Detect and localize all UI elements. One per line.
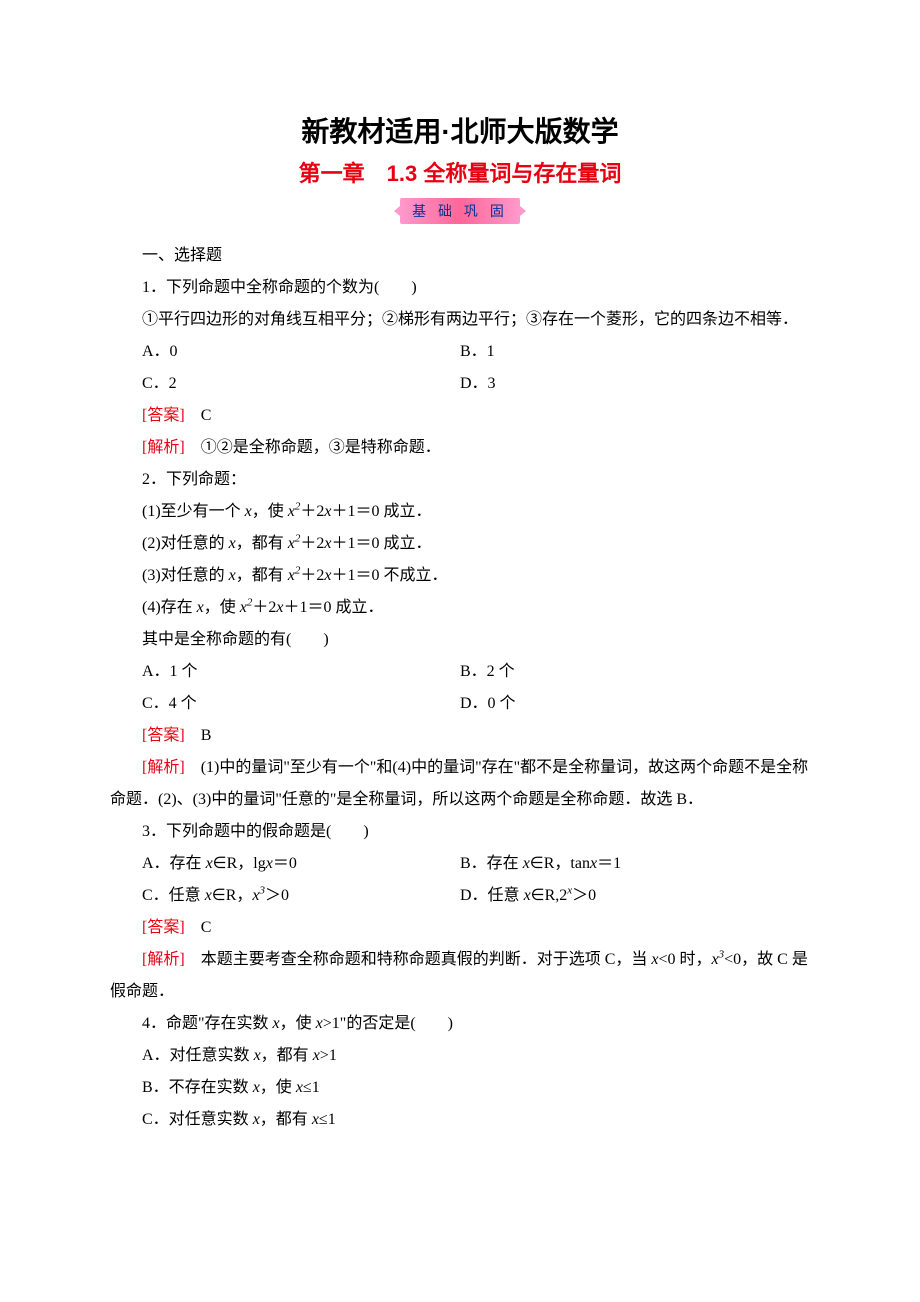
q1-analysis-text: ①②是全称命题，③是特称命题．	[201, 439, 441, 456]
q2-l2: (2)对任意的 x，都有 x2＋2x＋1＝0 成立．	[110, 528, 810, 560]
answer-label: [答案]	[142, 407, 185, 424]
q2-answer-value: B	[201, 727, 212, 744]
q2-analysis-text: (1)中的量词"至少有一个"和(4)中的量词"存在"都不是全称量词，故这两个命题…	[110, 759, 808, 808]
q2-stem: 2．下列命题：	[110, 464, 810, 496]
section-heading: 一、选择题	[110, 240, 810, 272]
q2-l2-c: ＝0 成立．	[356, 535, 432, 552]
q1-opt-d: D．3	[460, 368, 810, 400]
answer-label: [答案]	[142, 919, 185, 936]
q2-answer: [答案] B	[110, 720, 810, 752]
q2-l2-b: ，都有	[236, 535, 288, 552]
page: 新教材适用·北师大版数学 第一章 1.3 全称量词与存在量词 基 础 巩 固 一…	[0, 0, 920, 1196]
q4-opt-a: A．对任意实数 x，都有 x>1	[110, 1040, 810, 1072]
q2-analysis: [解析] (1)中的量词"至少有一个"和(4)中的量词"存在"都不是全称量词，故…	[110, 752, 810, 816]
analysis-label: [解析]	[142, 951, 185, 968]
q3-c-c: ＞0	[265, 887, 289, 904]
q3-a-c: ＝0	[273, 855, 297, 872]
q4-a-a: A．对任意实数	[142, 1047, 254, 1064]
q3-an-a: 本题主要考查全称命题和特称命题真假的判断．对于选项 C，当	[201, 951, 652, 968]
q4-a-b: ，都有	[261, 1047, 313, 1064]
q4-c-c: ≤1	[319, 1111, 336, 1128]
q2-l1-a: (1)至少有一个	[142, 503, 245, 520]
badge-text: 基 础 巩 固	[412, 203, 508, 219]
q2-opt-a: A．1 个	[110, 656, 460, 688]
q3-d-a: D．任意	[460, 887, 524, 904]
q2-l3-c: ＝0 不成立．	[356, 567, 448, 584]
q4-b-b: ，使	[260, 1079, 296, 1096]
q3-b-a: B．存在	[460, 855, 523, 872]
q4-c-a: C．对任意实数	[142, 1111, 253, 1128]
q1-row-cd: C．2 D．3	[110, 368, 810, 400]
q2-l1-c: ＝0 成立．	[356, 503, 432, 520]
q4-stem-a: 4．命题"存在实数	[142, 1015, 273, 1032]
q1-opt-a: A．0	[110, 336, 460, 368]
q3-row-cd: C．任意 x∈R，x3＞0 D．任意 x∈R,2x＞0	[110, 880, 810, 912]
q3-stem: 3．下列命题中的假命题是( )	[110, 816, 810, 848]
q4-opt-c: C．对任意实数 x，都有 x≤1	[110, 1104, 810, 1136]
q3-a-a: A．存在	[142, 855, 206, 872]
analysis-label: [解析]	[142, 759, 185, 776]
q2-tail: 其中是全称命题的有( )	[110, 624, 810, 656]
q3-answer: [答案] C	[110, 912, 810, 944]
q4-b-a: B．不存在实数	[142, 1079, 253, 1096]
q4-c-b: ，都有	[260, 1111, 312, 1128]
q2-opt-d: D．0 个	[460, 688, 810, 720]
q1-desc: ①平行四边形的对角线互相平分；②梯形有两边平行；③存在一个菱形，它的四条边不相等…	[110, 304, 810, 336]
q4-stem-b: ，使	[280, 1015, 316, 1032]
q3-opt-a: A．存在 x∈R，lgx＝0	[110, 848, 460, 880]
q3-b-c: ＝1	[597, 855, 621, 872]
q1-row-ab: A．0 B．1	[110, 336, 810, 368]
q2-opt-b: B．2 个	[460, 656, 810, 688]
section-badge: 基 础 巩 固	[400, 198, 520, 224]
q3-opt-d: D．任意 x∈R,2x＞0	[460, 880, 810, 912]
q4-a-c: >1	[320, 1047, 337, 1064]
q3-analysis: [解析] 本题主要考查全称命题和特称命题真假的判断．对于选项 C，当 x<0 时…	[110, 944, 810, 1008]
q3-an-b: <0 时，	[658, 951, 711, 968]
q2-l4-a: (4)存在	[142, 599, 197, 616]
q3-answer-value: C	[201, 919, 212, 936]
q1-analysis: [解析] ①②是全称命题，③是特称命题．	[110, 432, 810, 464]
q1-answer: [答案] C	[110, 400, 810, 432]
q2-l3-a: (3)对任意的	[142, 567, 229, 584]
q4-opt-b: B．不存在实数 x，使 x≤1	[110, 1072, 810, 1104]
q4-stem: 4．命题"存在实数 x，使 x>1"的否定是( )	[110, 1008, 810, 1040]
q2-l3-b: ，都有	[236, 567, 288, 584]
q3-c-b: ∈R，	[212, 887, 253, 904]
q2-row-ab: A．1 个 B．2 个	[110, 656, 810, 688]
doc-title: 新教材适用·北师大版数学	[110, 110, 810, 150]
q1-answer-value: C	[201, 407, 212, 424]
q3-d-c: ＞0	[572, 887, 596, 904]
q3-row-ab: A．存在 x∈R，lgx＝0 B．存在 x∈R，tanx＝1	[110, 848, 810, 880]
q2-l1-b: ，使	[252, 503, 288, 520]
chapter-title: 第一章 1.3 全称量词与存在量词	[110, 156, 810, 188]
q1-stem: 1．下列命题中全称命题的个数为( )	[110, 272, 810, 304]
q4-stem-c: >1"的否定是( )	[323, 1015, 453, 1032]
analysis-label: [解析]	[142, 439, 185, 456]
q1-opt-b: B．1	[460, 336, 810, 368]
q3-c-a: C．任意	[142, 887, 205, 904]
q2-opt-c: C．4 个	[110, 688, 460, 720]
q3-b-b: ∈R，tan	[530, 855, 590, 872]
q2-l4-b: ，使	[204, 599, 240, 616]
q3-d-b: ∈R,2	[531, 887, 568, 904]
q2-l3: (3)对任意的 x，都有 x2＋2x＋1＝0 不成立．	[110, 560, 810, 592]
badge-container: 基 础 巩 固	[110, 198, 810, 224]
answer-label: [答案]	[142, 727, 185, 744]
q2-l1: (1)至少有一个 x，使 x2＋2x＋1＝0 成立．	[110, 496, 810, 528]
q2-row-cd: C．4 个 D．0 个	[110, 688, 810, 720]
q2-l4-c: ＝0 成立．	[308, 599, 384, 616]
q2-l4: (4)存在 x，使 x2＋2x＋1＝0 成立．	[110, 592, 810, 624]
q4-b-c: ≤1	[303, 1079, 320, 1096]
q1-opt-c: C．2	[110, 368, 460, 400]
q2-l2-a: (2)对任意的	[142, 535, 229, 552]
q3-opt-c: C．任意 x∈R，x3＞0	[110, 880, 460, 912]
q3-a-b: ∈R，lg	[213, 855, 266, 872]
q3-opt-b: B．存在 x∈R，tanx＝1	[460, 848, 810, 880]
